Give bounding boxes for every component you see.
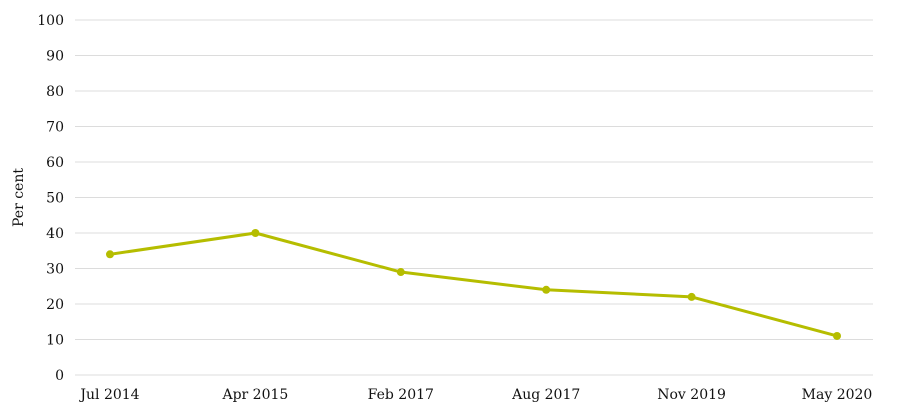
y-tick-label-20: 20 [46,297,64,313]
data-point-0-0 [106,250,114,259]
x-tick-label-2: Feb 2017 [368,387,434,403]
x-tick-label-5: May 2020 [802,387,873,403]
y-axis-ticks: 0 10 20 30 40 50 60 70 80 90 100 [37,13,64,384]
y-tick-label-100: 100 [37,13,64,29]
grid-layer [75,19,873,376]
series-layer [106,229,841,340]
x-tick-label-0: Jul 2014 [78,387,139,403]
data-point-0-1 [251,229,260,237]
y-tick-label-80: 80 [46,84,64,100]
x-tick-label-1: Apr 2015 [221,387,288,403]
x-axis-ticks: Jul 2014 Apr 2015 Feb 2017 Aug 2017 Nov 2019… [78,387,872,403]
y-tick-label-90: 90 [46,49,64,65]
y-tick-label-10: 10 [46,333,64,349]
y-tick-label-70: 70 [46,120,64,136]
data-point-0-2 [396,268,405,277]
y-tick-label-50: 50 [46,191,64,207]
data-point-0-3 [542,285,551,294]
x-tick-label-4: Nov 2019 [657,387,726,403]
y-tick-label-30: 30 [46,262,64,278]
x-tick-label-3: Aug 2017 [511,387,580,403]
y-axis-title: Per cent [11,168,27,227]
series-line-0 [108,231,839,338]
data-point-0-5 [833,331,841,340]
data-point-0-4 [687,292,696,301]
y-tick-label-0: 0 [55,368,64,384]
y-tick-label-60: 60 [46,155,64,171]
y-tick-label-40: 40 [46,226,64,242]
